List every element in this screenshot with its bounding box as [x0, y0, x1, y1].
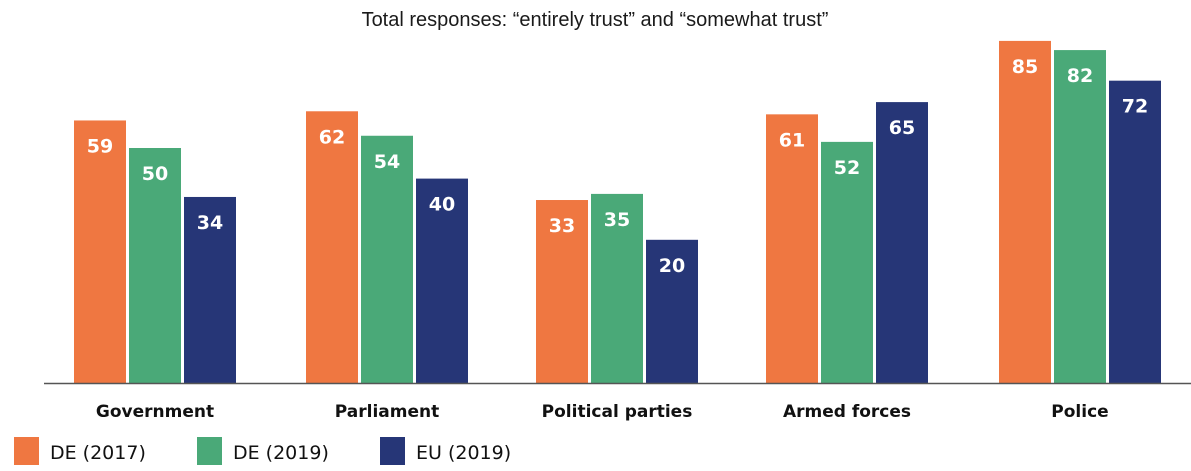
category-label: Armed forces	[783, 402, 911, 422]
bar-armed-forces-2	[876, 102, 928, 384]
legend-label: DE (2019)	[233, 442, 329, 464]
data-label: 72	[1122, 96, 1148, 118]
chart-title: Total responses: “entirely trust” and “s…	[362, 9, 829, 31]
category-label: Political parties	[542, 402, 693, 422]
bar-government-0	[74, 120, 126, 385]
legend-label: DE (2017)	[50, 442, 146, 464]
data-label: 61	[779, 129, 805, 151]
data-label: 62	[319, 126, 345, 148]
data-label: 59	[87, 135, 113, 157]
bar-police-1	[1054, 50, 1106, 385]
category-labels: Government Parliament Political parties Arm…	[96, 402, 1109, 422]
data-label: 52	[834, 157, 860, 179]
bar-political-parties-2	[646, 239, 698, 384]
data-label: 33	[549, 215, 575, 237]
bar-government-1	[129, 148, 181, 384]
bar-armed-forces-1	[821, 141, 873, 384]
data-label: 35	[604, 209, 630, 231]
bar-armed-forces-0	[766, 114, 818, 384]
bar-parliament-0	[306, 111, 358, 384]
data-label: 85	[1012, 56, 1038, 78]
category-label: Police	[1051, 402, 1108, 422]
bar-political-parties-1	[591, 193, 643, 384]
bar-political-parties-0	[536, 200, 588, 384]
data-label: 34	[197, 212, 223, 234]
data-label: 82	[1067, 65, 1093, 87]
data-label: 50	[142, 163, 168, 185]
data-label: 40	[429, 194, 455, 216]
legend: DE (2017) DE (2019) EU (2019)	[14, 437, 511, 465]
bar-parliament-1	[361, 135, 413, 384]
bar-government-2	[184, 196, 236, 384]
bar-police-0	[999, 40, 1051, 385]
bar-parliament-2	[416, 178, 468, 384]
category-label: Government	[96, 402, 214, 422]
bars-group: 59 50 34 62 54 40 33 35 20 61 52 65 85 82 72	[74, 40, 1161, 385]
legend-swatch	[380, 437, 405, 465]
legend-label: EU (2019)	[416, 442, 511, 464]
data-label: 54	[374, 151, 400, 173]
data-label: 20	[659, 255, 685, 277]
bar-police-2	[1109, 80, 1161, 385]
legend-swatch	[14, 437, 39, 465]
legend-swatch	[197, 437, 222, 465]
category-label: Parliament	[335, 402, 439, 422]
data-label: 65	[889, 117, 915, 139]
